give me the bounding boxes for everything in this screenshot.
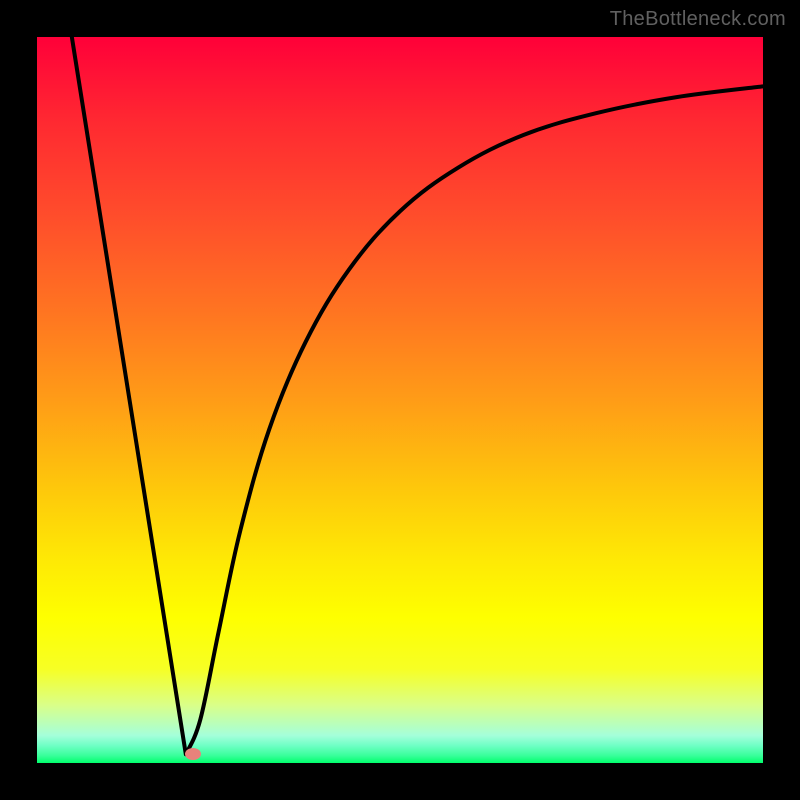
optimal-marker	[185, 748, 201, 760]
bottleneck-curve	[37, 37, 763, 763]
plot-inner	[37, 37, 763, 763]
watermark-text: TheBottleneck.com	[610, 8, 786, 31]
plot-area	[37, 37, 763, 763]
